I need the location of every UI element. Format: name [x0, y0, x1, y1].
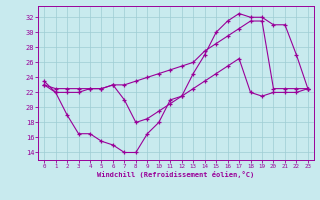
X-axis label: Windchill (Refroidissement éolien,°C): Windchill (Refroidissement éolien,°C) [97, 171, 255, 178]
